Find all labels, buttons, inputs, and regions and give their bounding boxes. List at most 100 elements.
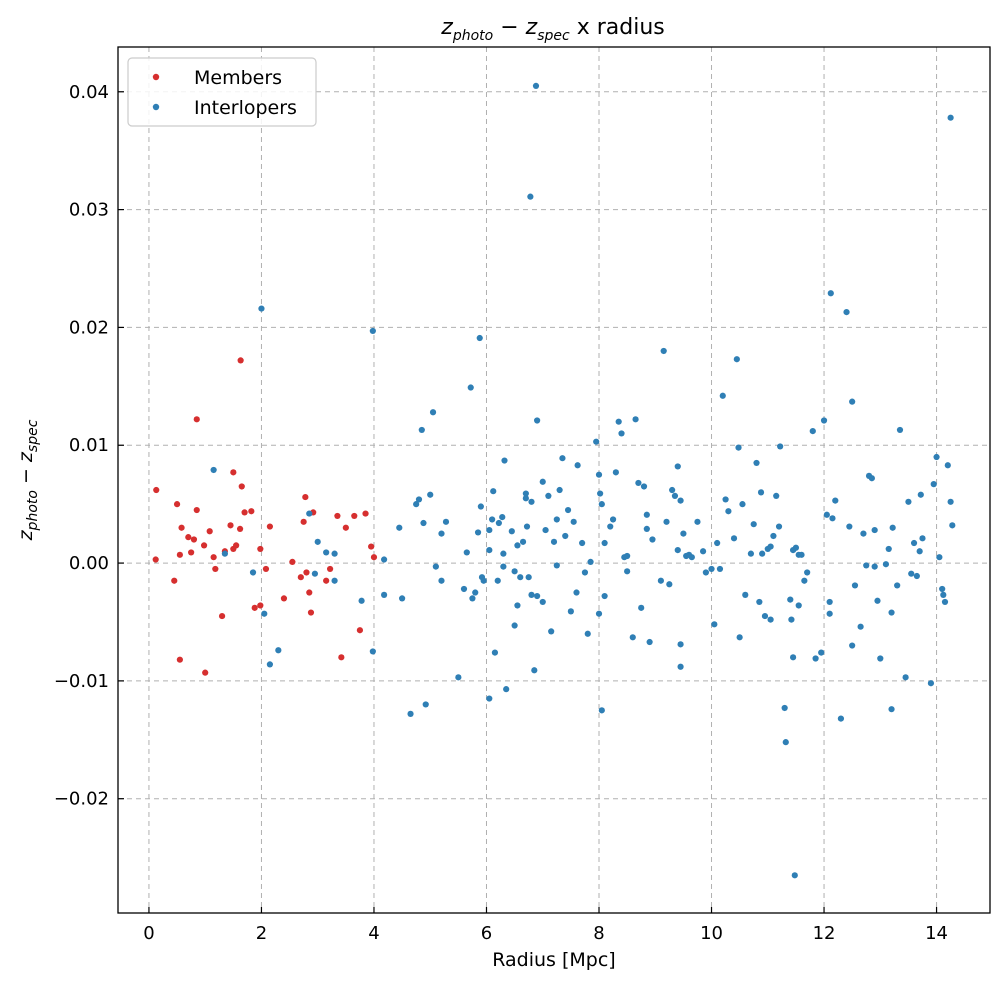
- point-interlopers: [574, 462, 581, 469]
- x-tick-label: 12: [813, 923, 836, 944]
- point-interlopers: [917, 491, 924, 498]
- point-interlopers: [761, 612, 769, 620]
- point-interlopers: [559, 455, 566, 462]
- point-interlopers: [711, 621, 718, 628]
- point-members: [176, 656, 183, 663]
- point-interlopers: [674, 463, 681, 470]
- legend-label-interlopers: Interlopers: [194, 97, 297, 119]
- point-interlopers: [490, 488, 497, 495]
- y-tick-label: 0.03: [69, 200, 109, 221]
- point-members: [257, 545, 264, 553]
- point-members: [152, 556, 159, 563]
- point-members: [257, 602, 264, 609]
- point-interlopers: [500, 563, 507, 570]
- point-interlopers: [556, 486, 563, 494]
- point-members: [238, 483, 245, 490]
- point-members: [356, 627, 364, 634]
- point-interlopers: [801, 577, 808, 584]
- point-interlopers: [782, 739, 789, 746]
- point-interlopers: [685, 551, 693, 558]
- point-interlopers: [913, 572, 920, 580]
- point-members: [342, 524, 349, 531]
- point-interlopers: [275, 647, 282, 654]
- point-interlopers: [757, 489, 765, 496]
- point-members: [153, 486, 160, 494]
- point-interlopers: [532, 82, 540, 89]
- point-members: [190, 536, 198, 543]
- x-tick-label: 0: [143, 923, 154, 944]
- point-members: [185, 534, 192, 541]
- y-tick-label: −0.02: [54, 789, 109, 810]
- point-interlopers: [669, 486, 676, 494]
- legend: Members Interlopers: [127, 57, 317, 127]
- point-interlopers: [674, 547, 681, 554]
- point-interlopers: [593, 438, 600, 445]
- point-interlopers: [666, 581, 673, 588]
- point-members: [202, 669, 209, 676]
- point-interlopers: [624, 552, 631, 560]
- point-interlopers: [415, 496, 423, 503]
- point-interlopers: [579, 539, 586, 547]
- point-interlopers: [735, 444, 742, 451]
- x-axis-label: Radius [Mpc]: [492, 949, 615, 971]
- point-interlopers: [597, 490, 604, 497]
- point-members: [248, 508, 255, 515]
- point-interlopers: [787, 596, 794, 603]
- y-tick-label: 0.01: [69, 435, 109, 456]
- point-members: [193, 416, 200, 423]
- point-members: [212, 565, 219, 573]
- point-interlopers: [877, 655, 884, 662]
- y-axis-label: zphoto − zspec: [15, 419, 41, 541]
- point-interlopers: [331, 577, 338, 584]
- data-points: [152, 82, 956, 879]
- point-members: [171, 577, 178, 584]
- point-members: [227, 522, 234, 529]
- point-interlopers: [716, 565, 724, 573]
- point-interlopers: [788, 616, 795, 623]
- point-interlopers: [930, 481, 937, 488]
- point-interlopers: [643, 511, 650, 518]
- point-interlopers: [725, 508, 732, 515]
- point-members: [176, 551, 183, 558]
- point-interlopers: [635, 479, 642, 487]
- point-interlopers: [750, 521, 757, 528]
- x-tick-label: 8: [593, 923, 604, 944]
- point-interlopers: [736, 634, 743, 641]
- point-interlopers: [499, 514, 506, 521]
- point-interlopers: [795, 551, 802, 558]
- point-interlopers: [857, 623, 864, 630]
- point-members: [218, 612, 226, 620]
- point-interlopers: [469, 595, 476, 602]
- point-interlopers: [472, 589, 479, 596]
- point-interlopers: [820, 417, 828, 424]
- point-interlopers: [519, 538, 527, 545]
- point-interlopers: [564, 506, 572, 514]
- legend-marker-interlopers: [152, 103, 160, 111]
- point-interlopers: [311, 570, 319, 577]
- point-interlopers: [896, 426, 904, 434]
- point-interlopers: [545, 492, 552, 500]
- point-interlopers: [694, 518, 701, 525]
- point-interlopers: [680, 530, 687, 537]
- point-interlopers: [486, 547, 493, 554]
- point-interlopers: [829, 515, 836, 522]
- point-members: [251, 604, 258, 611]
- point-interlopers: [936, 554, 943, 561]
- point-interlopers: [699, 548, 707, 555]
- point-interlopers: [480, 577, 487, 584]
- point-interlopers: [548, 628, 555, 635]
- point-interlopers: [427, 491, 434, 498]
- point-interlopers: [773, 492, 780, 500]
- x-axis-ticks: 0 2 4 6 8 10 12 14: [143, 907, 948, 944]
- point-interlopers: [843, 309, 850, 316]
- point-interlopers: [500, 550, 507, 557]
- point-members: [237, 357, 244, 364]
- point-interlopers: [525, 574, 532, 581]
- point-interlopers: [767, 543, 774, 550]
- point-interlopers: [542, 526, 549, 534]
- point-interlopers: [851, 582, 859, 589]
- grid-lines: [118, 47, 990, 913]
- point-interlopers: [528, 498, 535, 505]
- point-interlopers: [677, 497, 684, 504]
- point-interlopers: [573, 589, 580, 596]
